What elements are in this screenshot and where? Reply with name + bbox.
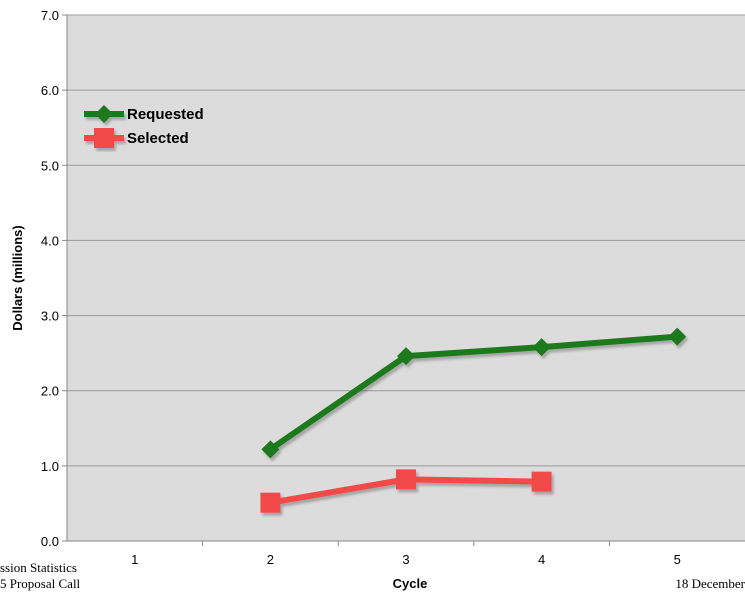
x-axis-title: Cycle bbox=[393, 576, 428, 591]
y-tick-label: 2.0 bbox=[41, 384, 59, 399]
y-tick-label: 6.0 bbox=[41, 83, 59, 98]
y-tick-label: 4.0 bbox=[41, 233, 59, 248]
x-tick-label: 1 bbox=[131, 552, 138, 567]
x-tick-label: 5 bbox=[674, 552, 681, 567]
legend-label: Requested bbox=[127, 106, 204, 123]
legend-marker bbox=[95, 105, 113, 123]
data-point bbox=[261, 440, 280, 459]
y-axis-title: Dollars (millions) bbox=[10, 225, 25, 330]
data-point bbox=[396, 469, 416, 490]
data-point bbox=[260, 492, 281, 513]
data-point bbox=[668, 327, 687, 346]
data-point bbox=[397, 347, 415, 366]
y-tick-label: 5.0 bbox=[41, 158, 59, 173]
data-point bbox=[532, 338, 551, 357]
plot-area bbox=[67, 15, 745, 541]
legend-marker bbox=[94, 128, 114, 148]
y-tick-label: 1.0 bbox=[41, 459, 59, 474]
x-tick-label: 2 bbox=[267, 552, 274, 567]
y-tick-label: 7.0 bbox=[41, 8, 59, 23]
legend-swatch bbox=[84, 105, 124, 123]
series-requested bbox=[261, 327, 687, 459]
footer-left-line1: ssion Statistics bbox=[0, 560, 77, 575]
x-tick-label: 3 bbox=[402, 552, 409, 567]
legend-label: Selected bbox=[127, 130, 189, 147]
series-selected bbox=[260, 469, 552, 513]
data-point bbox=[531, 471, 552, 492]
footer-left-line2: 5 Proposal Call bbox=[0, 576, 81, 591]
y-tick-label: 0.0 bbox=[41, 534, 59, 549]
footer-right-date: 18 December bbox=[675, 576, 745, 591]
series-line bbox=[268, 333, 678, 452]
x-tick-label: 4 bbox=[538, 552, 545, 567]
y-tick-label: 3.0 bbox=[41, 309, 59, 324]
legend-swatch bbox=[84, 128, 124, 148]
